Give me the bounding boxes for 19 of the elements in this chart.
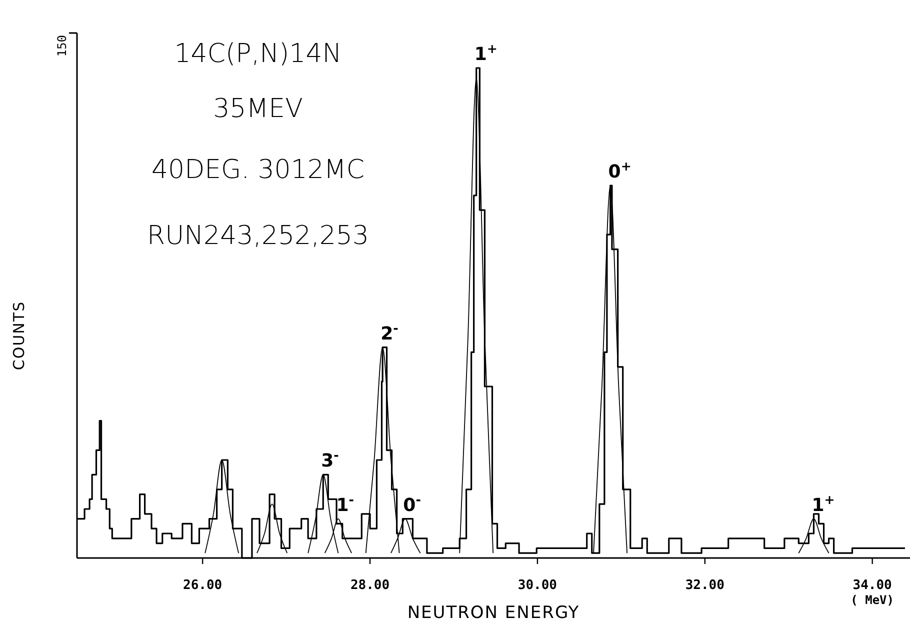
annotation: 40DEG. 3012MC <box>152 155 364 185</box>
text: 150 <box>55 35 69 57</box>
x-axis-title: NEUTRON ENERGY <box>407 603 580 623</box>
annotation: 35MEV <box>213 94 303 124</box>
x-tick-label: 32.00 <box>685 578 725 593</box>
annotation: RUN243,252,253 <box>147 221 369 251</box>
x-tick-label: 28.00 <box>350 578 390 593</box>
annotation: 0$^{+}$ <box>608 158 632 183</box>
x-tick-label: 30.00 <box>518 578 558 593</box>
annotation: 14C(P,N)14N <box>174 39 342 69</box>
annotation: 1$^{+}$ <box>474 40 498 65</box>
y-axis-title: COUNTS <box>10 300 28 370</box>
annotation: 0$^{-}$ <box>403 491 421 516</box>
annotation: 1$^{-}$ <box>336 491 354 516</box>
x-tick-label: 34.00 ( MeV) <box>850 578 894 607</box>
x-tick-label: 26.00 <box>183 578 222 593</box>
annotation: 1$^{+}$ <box>812 491 835 516</box>
annotation: 2$^{-}$ <box>380 320 398 344</box>
annotation: 3$^{-}$ <box>321 447 339 472</box>
